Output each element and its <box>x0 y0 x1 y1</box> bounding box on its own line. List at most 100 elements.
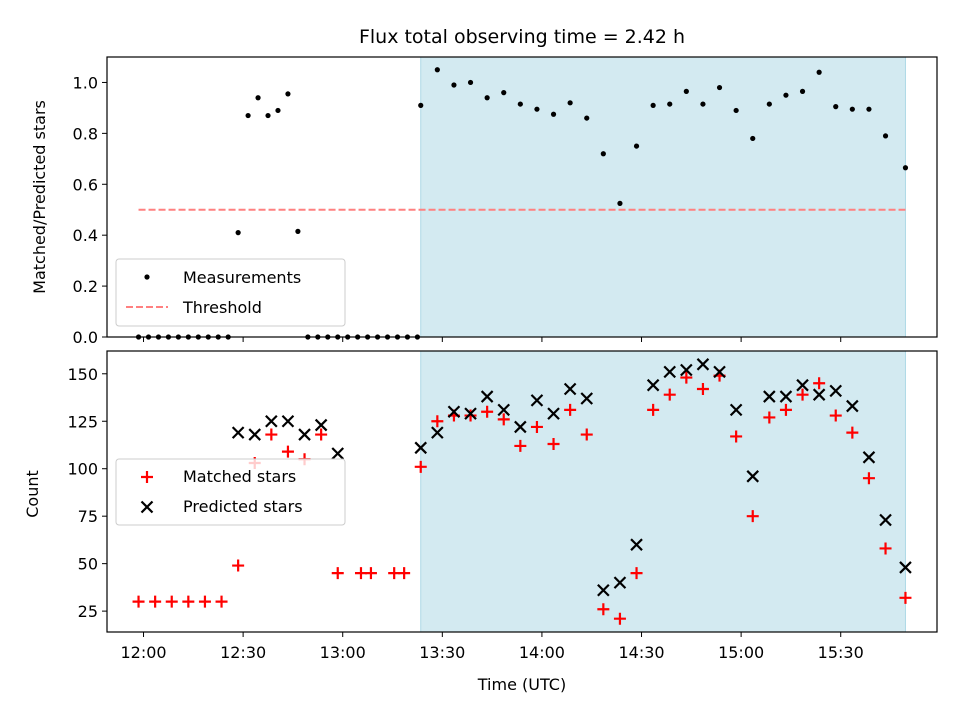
matched-star-point <box>364 567 377 580</box>
legend-label-measurements: Measurements <box>183 268 301 287</box>
measurement-point <box>567 100 573 106</box>
matched-star-point <box>779 403 792 416</box>
predicted-star-point <box>763 390 776 403</box>
predicted-star-point <box>514 420 527 434</box>
measurement-point <box>434 67 440 73</box>
x-tick-label: 15:00 <box>718 643 764 662</box>
measurement-point <box>600 151 606 157</box>
measurement-point <box>833 104 839 110</box>
bottom-y-axis-ticks: 25 50 75 100 125 150 <box>67 365 107 621</box>
predicted-star-point <box>630 538 643 551</box>
legend-marker-predicted <box>140 500 154 514</box>
predicted-star-point <box>746 470 760 483</box>
predicted-star-point <box>331 447 345 460</box>
predicted-star-point <box>812 388 826 401</box>
measurement-point <box>275 107 281 114</box>
y-tick-label: 75 <box>78 507 98 526</box>
predicted-star-point <box>779 390 793 403</box>
measurement-point <box>633 143 640 149</box>
measurement-point <box>550 111 557 117</box>
matched-star-point <box>879 542 892 555</box>
observing-window-shade-top <box>420 56 906 338</box>
predicted-star-point <box>663 365 677 379</box>
measurement-point <box>295 228 301 234</box>
matched-star-point <box>315 428 328 441</box>
matched-star-point <box>663 388 676 401</box>
measurement-point <box>816 69 822 75</box>
predicted-star-point <box>862 451 876 464</box>
matched-star-point <box>215 595 228 608</box>
predicted-star-point <box>646 378 660 392</box>
predicted-star-point <box>231 426 245 439</box>
matched-star-point <box>680 371 693 384</box>
predicted-star-point <box>613 576 627 589</box>
bottom-axes-frame <box>106 350 938 633</box>
matched-star-point <box>431 415 444 428</box>
measurement-point <box>733 107 739 114</box>
y-tick-label: 1.0 <box>73 73 98 92</box>
predicted-star-point <box>597 583 610 597</box>
measurement-point <box>882 133 889 139</box>
bottom-panel: 25 50 75 100 125 150 12:00 12:30 13:00 13:30 14:0… <box>23 350 938 694</box>
measurement-point <box>451 82 457 88</box>
legend-marker-matched <box>141 471 153 483</box>
top-legend-box <box>115 258 346 327</box>
top-y-axis-label: Matched/Predicted stars <box>30 100 49 294</box>
predicted-star-point <box>580 392 594 405</box>
predicted-star-point <box>480 390 494 403</box>
matched-star-point <box>647 403 660 416</box>
matched-star-point <box>813 377 826 390</box>
measurement-point <box>716 84 723 91</box>
measurement-point <box>265 112 271 119</box>
matched-star-point <box>414 460 427 473</box>
measurement-point <box>667 101 673 107</box>
predicted-star-point <box>696 358 710 371</box>
predicted-star-point <box>563 382 577 396</box>
y-tick-label: 0.0 <box>73 328 98 347</box>
legend-label-threshold: Threshold <box>182 298 262 317</box>
legend-label-matched: Matched stars <box>183 467 296 486</box>
matched-star-point <box>232 559 245 572</box>
observing-window-shade-bottom <box>420 350 906 633</box>
top-panel: 0.0 0.2 0.4 0.6 0.8 1.0 Matched/Predicted sta… <box>30 56 938 347</box>
matched-star-point <box>796 388 809 401</box>
predicted-star-point <box>281 414 295 428</box>
measurement-point <box>617 200 623 206</box>
chart-title: Flux total observing time = 2.42 h <box>359 26 685 48</box>
measurement-point <box>285 91 291 97</box>
matched-star-point <box>829 409 842 422</box>
matched-star-point <box>862 472 875 485</box>
y-tick-label: 25 <box>78 602 98 621</box>
top-legend: Measurements Threshold <box>115 258 346 327</box>
measurement-point <box>534 106 540 112</box>
matched-star-point <box>398 567 411 580</box>
predicted-star-point <box>497 403 511 417</box>
predicted-star-point <box>713 365 726 379</box>
measurement-point <box>501 90 507 96</box>
x-tick-label: 15:30 <box>818 643 864 662</box>
bottom-y-axis-label: Count <box>23 470 42 518</box>
predicted-star-point <box>414 441 428 455</box>
y-tick-label: 0.4 <box>73 226 98 245</box>
matched-star-point <box>746 510 759 523</box>
matched-star-point <box>597 603 610 616</box>
matched-star-point <box>630 567 643 580</box>
predicted-star-point <box>899 561 912 574</box>
matched-star-point <box>613 612 626 625</box>
y-tick-label: 0.6 <box>73 175 98 194</box>
measurement-point <box>866 106 872 112</box>
measurement-point <box>584 115 590 121</box>
x-axis-label: Time (UTC) <box>477 675 566 694</box>
top-x-axis-ticks <box>143 337 842 342</box>
y-tick-label: 125 <box>67 412 98 431</box>
y-tick-label: 0.2 <box>73 277 98 296</box>
predicted-star-point <box>298 428 311 441</box>
matched-star-point <box>514 439 527 452</box>
matched-star-point <box>497 413 510 426</box>
measurement-point <box>650 102 656 108</box>
bottom-x-axis-ticks: 12:00 12:30 13:00 13:30 14:00 14:30 15:00 15:30 <box>120 632 864 662</box>
matched-star-point <box>132 595 145 608</box>
predicted-star-points <box>231 358 912 597</box>
measurement-point <box>517 101 523 107</box>
